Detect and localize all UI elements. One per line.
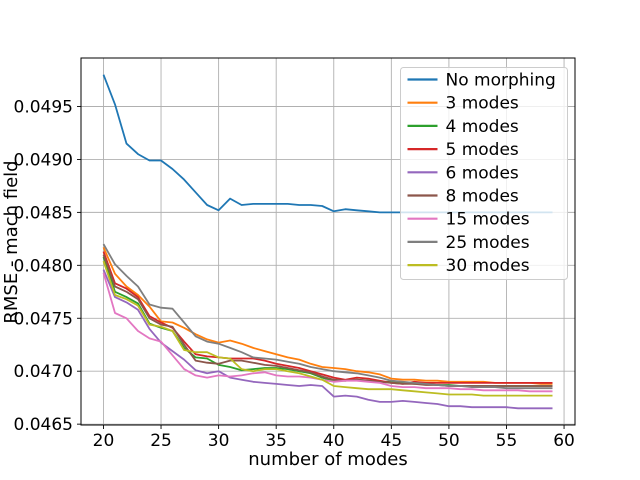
legend-label-25-modes: 25 modes <box>446 233 530 253</box>
series-line-15-modes <box>102 272 553 393</box>
legend-label-4-modes: 4 modes <box>446 117 519 137</box>
x-tick-label: 60 <box>553 431 575 451</box>
legend-label-no-morphing: No morphing <box>446 71 556 91</box>
legend-label-8-modes: 8 modes <box>446 187 519 207</box>
x-axis-label: number of modes <box>248 449 407 470</box>
x-tick-label: 45 <box>381 431 403 451</box>
x-tick-label: 50 <box>438 431 460 451</box>
series-line-30-modes <box>102 260 553 397</box>
y-tick-label: 0.0495 <box>14 97 73 117</box>
series-line-8-modes <box>102 254 553 387</box>
x-tick-label: 25 <box>150 431 172 451</box>
series-line-3-modes <box>102 246 553 385</box>
legend-label-15-modes: 15 modes <box>446 210 530 230</box>
y-tick-label: 0.0490 <box>14 150 73 170</box>
y-axis-label: RMSE - mach field <box>1 160 22 323</box>
series-line-6-modes <box>102 269 553 410</box>
legend-box <box>400 67 568 280</box>
legend: No morphing 3 modes 4 modes 5 modes 6 modes 8… <box>400 67 568 280</box>
y-tick-label: 0.0470 <box>14 362 73 382</box>
x-tick-label: 30 <box>208 431 230 451</box>
x-tick-label: 40 <box>323 431 345 451</box>
legend-label-6-modes: 6 modes <box>446 163 519 183</box>
axes-frame <box>80 57 576 426</box>
legend-label-3-modes: 3 modes <box>446 94 519 114</box>
y-tick-label: 0.0480 <box>14 256 73 276</box>
series-line-25-modes <box>102 243 553 390</box>
y-tick-label: 0.0465 <box>14 415 73 435</box>
legend-label-30-modes: 30 modes <box>446 256 530 276</box>
y-tick-label: 0.0475 <box>14 309 73 329</box>
y-tick-label: 0.0485 <box>14 203 73 223</box>
x-tick-label: 35 <box>265 431 287 451</box>
x-tick-label: 20 <box>93 431 115 451</box>
legend-label-5-modes: 5 modes <box>446 140 519 160</box>
x-tick-label: 55 <box>496 431 518 451</box>
